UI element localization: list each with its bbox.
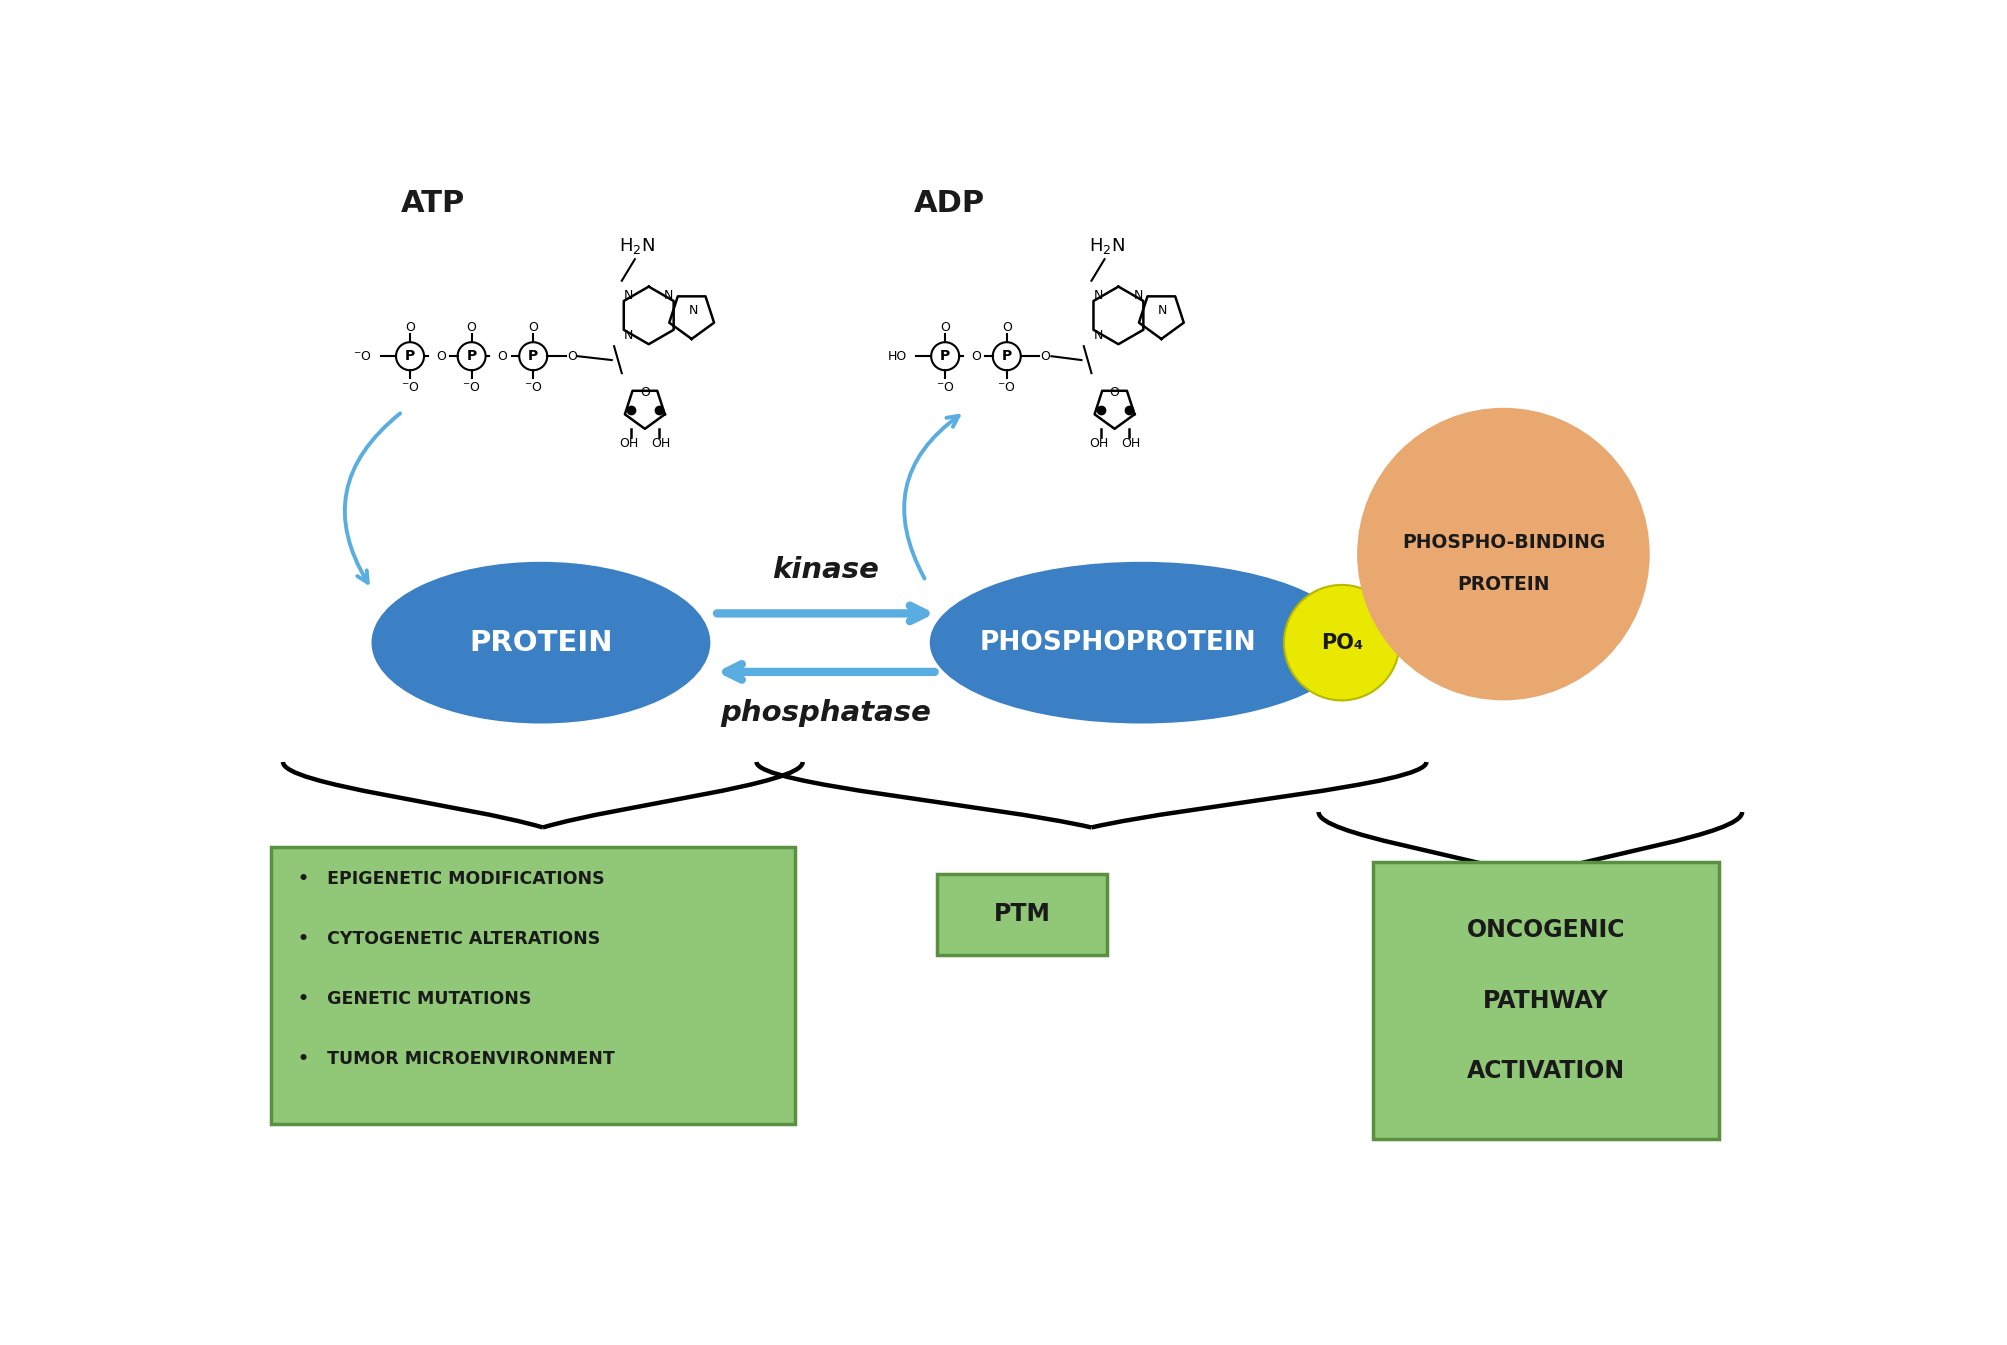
- Text: $^{-}$O: $^{-}$O: [399, 381, 419, 394]
- Text: O: O: [466, 320, 476, 334]
- Text: N: N: [1094, 289, 1102, 303]
- Text: O: O: [528, 320, 538, 334]
- Text: O: O: [498, 350, 508, 363]
- FancyBboxPatch shape: [271, 847, 795, 1124]
- Text: O: O: [436, 350, 446, 363]
- Text: •   TUMOR MICROENVIRONMENT: • TUMOR MICROENVIRONMENT: [299, 1050, 614, 1068]
- Text: O: O: [640, 386, 650, 399]
- Text: OH: OH: [1120, 437, 1140, 451]
- Text: P: P: [405, 350, 415, 363]
- Text: $^{-}$O: $^{-}$O: [462, 381, 482, 394]
- Text: kinase: kinase: [773, 555, 879, 584]
- Text: PHOSPHOPROTEIN: PHOSPHOPROTEIN: [979, 629, 1256, 655]
- Text: P: P: [466, 350, 476, 363]
- Text: $^{-}$O: $^{-}$O: [353, 350, 371, 363]
- Text: O: O: [1001, 320, 1012, 334]
- Text: OH: OH: [1088, 437, 1108, 451]
- Text: $^{-}$O: $^{-}$O: [997, 381, 1016, 394]
- Text: N: N: [664, 289, 672, 303]
- Text: O: O: [1110, 386, 1120, 399]
- Text: •   GENETIC MUTATIONS: • GENETIC MUTATIONS: [299, 990, 532, 1007]
- Text: PROTEIN: PROTEIN: [1457, 576, 1549, 594]
- Text: N: N: [1094, 328, 1102, 342]
- FancyBboxPatch shape: [1373, 862, 1718, 1139]
- Circle shape: [1357, 408, 1650, 701]
- Text: N: N: [1134, 289, 1142, 303]
- Text: O: O: [971, 350, 979, 363]
- Text: $\mathrm{H_2N}$: $\mathrm{H_2N}$: [1088, 237, 1124, 256]
- Text: HO: HO: [887, 350, 907, 363]
- Text: P: P: [939, 350, 949, 363]
- Text: ATP: ATP: [401, 190, 466, 218]
- Text: PO₄: PO₄: [1321, 632, 1363, 652]
- Ellipse shape: [929, 562, 1353, 724]
- Text: OH: OH: [618, 437, 638, 451]
- Text: N: N: [688, 304, 698, 316]
- Text: P: P: [528, 350, 538, 363]
- FancyBboxPatch shape: [937, 874, 1106, 955]
- Text: $^{-}$O: $^{-}$O: [935, 381, 953, 394]
- Text: O: O: [566, 350, 576, 363]
- Ellipse shape: [371, 562, 710, 724]
- Text: O: O: [1040, 350, 1050, 363]
- Text: P: P: [1001, 350, 1012, 363]
- Text: PHOSPHO-BINDING: PHOSPHO-BINDING: [1401, 533, 1604, 551]
- Text: ONCOGENIC

PATHWAY

ACTIVATION: ONCOGENIC PATHWAY ACTIVATION: [1465, 917, 1624, 1084]
- Text: PTM: PTM: [993, 902, 1050, 927]
- Text: OH: OH: [650, 437, 670, 451]
- Circle shape: [1282, 585, 1399, 701]
- Text: $^{-}$O: $^{-}$O: [524, 381, 542, 394]
- Text: •   CYTOGENETIC ALTERATIONS: • CYTOGENETIC ALTERATIONS: [299, 929, 600, 948]
- Text: phosphatase: phosphatase: [721, 699, 931, 728]
- Text: O: O: [405, 320, 415, 334]
- Text: •   EPIGENETIC MODIFICATIONS: • EPIGENETIC MODIFICATIONS: [299, 870, 604, 888]
- Text: O: O: [939, 320, 949, 334]
- Text: N: N: [1158, 304, 1166, 316]
- Text: $\mathrm{H_2N}$: $\mathrm{H_2N}$: [618, 237, 654, 256]
- Text: ADP: ADP: [913, 190, 983, 218]
- Text: N: N: [624, 289, 632, 303]
- Text: PROTEIN: PROTEIN: [470, 628, 612, 656]
- Text: N: N: [624, 328, 632, 342]
